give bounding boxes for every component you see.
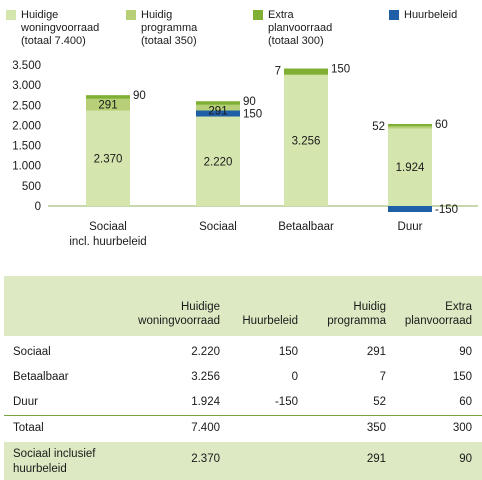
bar-woningvoorraad (196, 116, 240, 206)
cell-woningvoorraad: 3.256 (191, 371, 220, 383)
row-label: Duur (13, 396, 38, 408)
row-label: Sociaal (13, 346, 51, 358)
table-row-duur: Duur 1.924 -150 52 60 (4, 390, 482, 415)
legend-swatch-extra (253, 10, 263, 20)
legend-swatch-woningvoorraad (6, 10, 16, 20)
label-extra: 150 (331, 64, 350, 76)
cell-huurbeleid: -150 (274, 396, 298, 408)
bar-programma (86, 98, 130, 111)
bar-extra (388, 123, 432, 127)
y-tick-label: 3.500 (12, 60, 41, 72)
label-woningvoorraad: 1.924 (396, 162, 425, 174)
cell-huurbeleid: 0 (291, 371, 298, 383)
table-header: Huidige woningvoorraad Huurbeleid Huidig… (4, 276, 482, 336)
label-extra: 90 (133, 90, 146, 102)
cell-programma: 291 (366, 453, 386, 465)
cell-programma: 52 (373, 396, 386, 408)
label-programma: 291 (208, 106, 227, 118)
bar-woningvoorraad (284, 74, 328, 206)
label-programma: 52 (372, 121, 385, 133)
cell-woningvoorraad: 7.400 (191, 422, 220, 434)
legend-label-programma: Huidig programma (totaal 350) (141, 9, 198, 47)
bar-woningvoorraad (388, 128, 432, 206)
y-tick-label: 2.000 (12, 120, 41, 132)
data-table: Huidige woningvoorraad Huurbeleid Huidig… (4, 276, 482, 480)
category-label: Betaalbaar (278, 221, 334, 233)
cell-huurbeleid: 150 (278, 346, 298, 358)
y-tick-label: 500 (22, 181, 41, 193)
cell-programma: 350 (366, 422, 386, 434)
header-huurbeleid: Huurbeleid (242, 315, 298, 327)
row-label: Totaal (13, 422, 44, 434)
cell-woningvoorraad: 1.924 (191, 396, 220, 408)
y-tick-label: 1.500 (12, 141, 41, 153)
legend-swatch-programma (126, 10, 136, 20)
cell-woningvoorraad: 2.220 (191, 346, 220, 358)
bar-huurbeleid (196, 110, 240, 117)
y-tick-label: 0 (35, 201, 41, 213)
table-row-sociaal-inclusief: Sociaal inclusief huurbeleid 2.370 291 9… (4, 442, 482, 480)
label-extra: 60 (435, 119, 448, 131)
cell-programma: 291 (366, 346, 386, 358)
label-huurbeleid: 150 (243, 109, 262, 121)
category-label: Duur (398, 221, 423, 233)
cell-planvoorraad: 60 (459, 396, 472, 408)
category-label: incl. huurbeleid (69, 236, 146, 248)
bar-extra (284, 68, 328, 75)
table-row-totaal: Totaal 7.400 350 300 (4, 415, 482, 442)
chart-legend: Huidige woningvoorraad (totaal 7.400) Hu… (6, 5, 482, 53)
label-woningvoorraad: 2.370 (94, 153, 123, 165)
cell-woningvoorraad: 2.370 (191, 453, 220, 465)
label-woningvoorraad: 3.256 (292, 135, 321, 147)
stacked-bar-chart: 3.500 3.000 2.500 2.000 1.500 1.000 500 0 2.370 2… (12, 60, 478, 248)
label-extra: 90 (243, 96, 256, 108)
legend-label-extra: Extra planvoorraad (totaal 300) (268, 9, 333, 47)
label-programma: 291 (98, 100, 117, 112)
bar-programma (388, 126, 432, 129)
legend-swatch-huurbeleid (389, 10, 399, 20)
row-label: Betaalbaar (13, 371, 69, 383)
header-programma: Huidig programma (327, 301, 386, 327)
cell-planvoorraad: 150 (452, 371, 472, 383)
category-label: Sociaal (89, 221, 127, 233)
legend-label-woningvoorraad: Huidige woningvoorraad (totaal 7.400) (21, 9, 100, 47)
cell-planvoorraad: 300 (452, 422, 472, 434)
y-tick-label: 3.000 (12, 80, 41, 92)
y-tick-label: 2.500 (12, 100, 41, 112)
bar-programma (284, 74, 328, 76)
legend-label-huurbeleid: Huurbeleid (404, 9, 458, 21)
bar-woningvoorraad (86, 110, 130, 206)
bar-extra (86, 95, 130, 99)
label-huurbeleid: -150 (435, 204, 458, 216)
cell-planvoorraad: 90 (459, 453, 472, 465)
table-row-betaalbaar: Betaalbaar 3.256 0 7 150 (4, 365, 482, 390)
bar-huurbeleid (388, 206, 432, 212)
cell-planvoorraad: 90 (459, 346, 472, 358)
row-label: Sociaal inclusief huurbeleid (13, 448, 96, 475)
cell-programma: 7 (379, 371, 386, 383)
category-label: Sociaal (199, 221, 237, 233)
y-tick-label: 1.000 (12, 161, 41, 173)
header-woningvoorraad: Huidige woningvoorraad (138, 301, 220, 327)
table-row-sociaal: Sociaal 2.220 150 291 90 (4, 340, 482, 365)
label-programma: 7 (275, 66, 281, 78)
bar-extra (196, 101, 240, 105)
header-planvoorraad: Extra planvoorraad (404, 301, 472, 327)
label-woningvoorraad: 2.220 (204, 156, 233, 168)
